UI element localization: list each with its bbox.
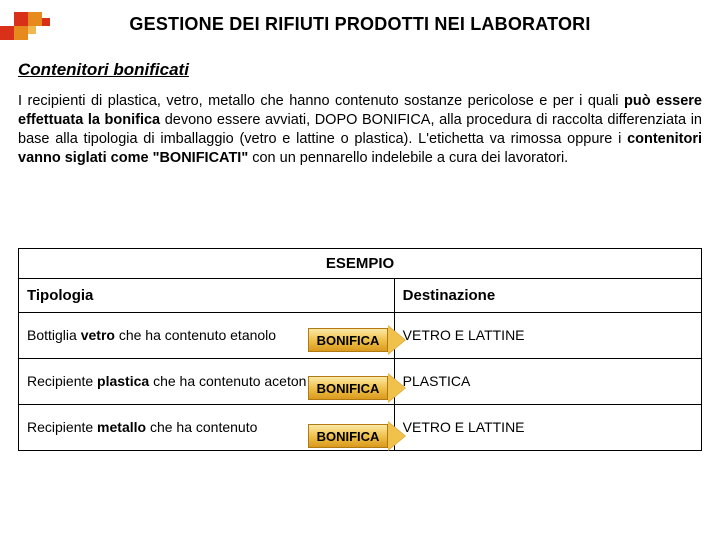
table-title: ESEMPIO (19, 249, 702, 279)
table-row: Bottiglia vetro che ha contenuto etanolo… (19, 313, 702, 359)
cell-destinazione: VETRO E LATTINE (394, 405, 701, 451)
table-row: Recipiente plastica che ha contenuto ace… (19, 359, 702, 405)
example-table: ESEMPIO Tipologia Destinazione Bottiglia… (18, 248, 702, 451)
page-title: GESTIONE DEI RIFIUTI PRODOTTI NEI LABORA… (129, 14, 590, 34)
paragraph-run: I recipienti di plastica, vetro, metallo… (18, 93, 624, 109)
col-header-tipologia: Tipologia (19, 279, 395, 313)
col-header-destinazione: Destinazione (394, 279, 701, 313)
cell-destinazione: PLASTICA (394, 359, 701, 405)
cell-tipologia: Recipiente plastica che ha contenuto ace… (19, 359, 395, 405)
section-subtitle: Contenitori bonificati (18, 60, 189, 80)
paragraph-run: con un pennarello indelebile a cura dei … (248, 150, 568, 166)
cell-tipologia: Recipiente metallo che ha contenuto (19, 405, 395, 451)
title-bar: GESTIONE DEI RIFIUTI PRODOTTI NEI LABORA… (0, 14, 720, 35)
cell-destinazione: VETRO E LATTINE (394, 313, 701, 359)
table-row: Recipiente metallo che ha contenutoVETRO… (19, 405, 702, 451)
body-paragraph: I recipienti di plastica, vetro, metallo… (18, 92, 702, 167)
cell-tipologia: Bottiglia vetro che ha contenuto etanolo (19, 313, 395, 359)
